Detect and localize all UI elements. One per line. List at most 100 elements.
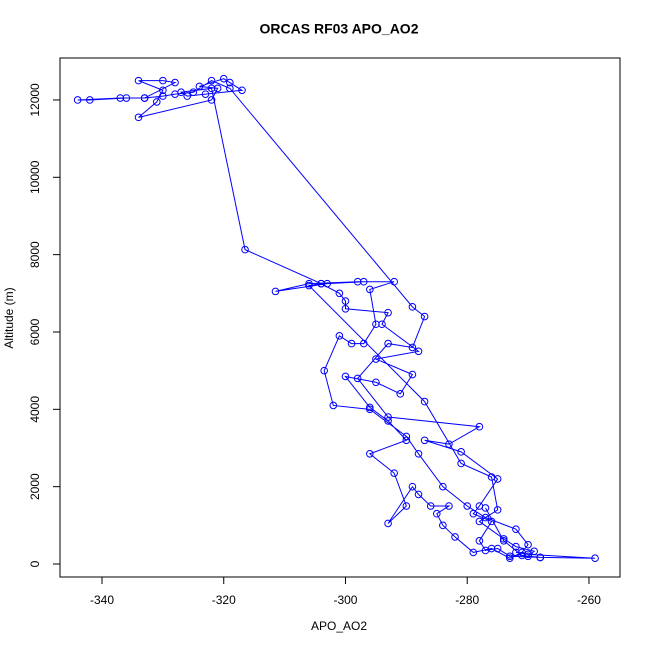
y-axis-label: Altitude (m)	[2, 287, 16, 348]
data-point	[213, 84, 222, 93]
data-point	[152, 98, 161, 106]
data-point	[432, 509, 441, 518]
data-point	[512, 542, 520, 551]
data-point	[159, 86, 167, 95]
data-point	[420, 312, 429, 321]
data-point	[518, 551, 526, 560]
data-point	[320, 366, 328, 375]
data-point	[366, 403, 374, 412]
data-point	[463, 502, 472, 510]
data-point	[493, 506, 502, 514]
data-point	[414, 449, 423, 458]
data-point	[414, 490, 423, 499]
y-tick-label: 12000	[28, 83, 42, 117]
data-point	[512, 548, 520, 557]
data-point	[445, 440, 453, 448]
data-point	[366, 405, 374, 414]
data-point	[439, 521, 447, 530]
data-point	[591, 554, 599, 563]
data-point	[341, 372, 350, 381]
data-point	[305, 281, 313, 290]
data-point	[402, 436, 411, 445]
data-point	[408, 370, 417, 379]
data-point	[366, 285, 374, 294]
data-point	[384, 519, 392, 528]
data-point	[359, 277, 368, 286]
data-point	[384, 308, 392, 317]
x-tick-label: -340	[90, 593, 114, 607]
data-point	[134, 113, 143, 122]
data-point	[481, 504, 490, 512]
data-point	[305, 279, 313, 288]
data-point	[329, 401, 338, 410]
data-point	[426, 502, 435, 510]
data-point	[536, 553, 545, 562]
y-tick-label: 10000	[28, 160, 42, 194]
data-point	[159, 76, 167, 85]
data-point	[226, 84, 234, 93]
data-point	[171, 78, 179, 87]
data-point	[408, 482, 417, 491]
data-point	[122, 94, 131, 102]
data-point	[414, 347, 423, 356]
data-point	[384, 417, 392, 425]
x-tick-label: -260	[577, 593, 601, 607]
data-point	[372, 378, 380, 387]
data-point	[475, 422, 484, 431]
data-point	[207, 76, 216, 85]
data-point	[524, 540, 532, 549]
data-point	[384, 413, 392, 421]
data-point	[271, 287, 280, 296]
data-point	[506, 554, 514, 563]
data-point	[469, 509, 478, 518]
plot-box	[59, 57, 621, 578]
data-point	[506, 552, 514, 561]
data-point	[86, 96, 94, 104]
data-point	[420, 397, 429, 406]
chart-title: ORCAS RF03 APO_AO2	[260, 21, 419, 37]
data-point	[420, 436, 429, 445]
data-point	[335, 289, 344, 298]
data-point	[408, 343, 417, 352]
data-point	[366, 449, 374, 458]
data-point	[238, 86, 246, 95]
x-axis-label: APO_AO2	[311, 619, 367, 633]
data-point	[378, 320, 386, 329]
y-tick-label: 4000	[28, 396, 42, 423]
data-point	[207, 84, 216, 93]
data-point	[402, 432, 411, 441]
data-point	[493, 544, 502, 553]
x-tick-label: -300	[333, 593, 357, 607]
data-point	[457, 448, 465, 456]
data-point	[353, 374, 362, 383]
data-point	[445, 502, 453, 510]
data-point	[140, 94, 149, 102]
data-point	[451, 533, 459, 541]
data-point	[499, 537, 508, 545]
data-point	[408, 303, 417, 311]
data-point	[116, 94, 125, 102]
data-point	[384, 339, 392, 348]
data-point	[359, 339, 368, 348]
data-point	[323, 279, 332, 288]
data-point	[183, 92, 192, 100]
data-point	[530, 547, 538, 556]
profile-line	[77, 78, 596, 559]
y-tick-label: 2000	[28, 473, 42, 500]
data-point	[402, 502, 411, 510]
data-point	[372, 320, 380, 329]
data-point	[226, 78, 234, 87]
data-point	[219, 74, 228, 83]
data-point	[390, 469, 398, 477]
data-point	[341, 304, 350, 313]
data-point	[347, 339, 356, 348]
data-point	[177, 88, 185, 97]
data-point	[439, 482, 447, 491]
data-point	[475, 517, 484, 526]
data-point	[390, 277, 398, 286]
y-tick-label: 6000	[28, 318, 42, 345]
data-point	[487, 517, 496, 526]
data-point	[372, 355, 380, 363]
